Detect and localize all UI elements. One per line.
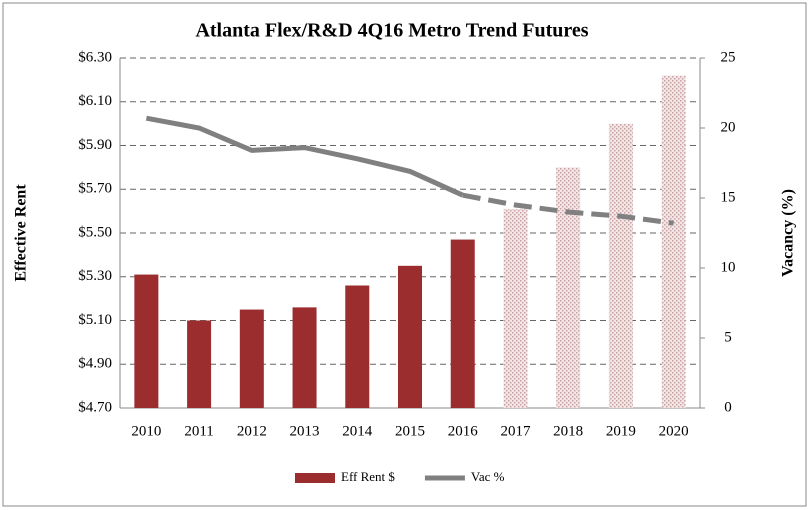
bar xyxy=(608,123,633,408)
bar xyxy=(134,274,159,408)
x-tick-label: 2019 xyxy=(606,423,636,439)
x-tick-label: 2012 xyxy=(237,423,267,439)
y-tick-label: $6.30 xyxy=(78,49,112,65)
y-tick-label: $5.70 xyxy=(78,181,112,197)
x-tick-label: 2016 xyxy=(448,423,479,439)
y-tick-label: $4.90 xyxy=(78,356,112,372)
bar xyxy=(661,75,686,408)
chart-title: Atlanta Flex/R&D 4Q16 Metro Trend Future… xyxy=(195,20,588,42)
x-tick-label: 2020 xyxy=(659,423,689,439)
x-tick-label: 2017 xyxy=(500,423,531,439)
y-tick-label: $6.10 xyxy=(78,93,112,109)
x-tick-label: 2014 xyxy=(342,423,373,439)
y2-tick-label: 25 xyxy=(721,49,736,65)
y2-axis-title: Vacancy (%) xyxy=(780,189,797,277)
legend-swatch xyxy=(295,473,335,483)
y2-tick-label: 0 xyxy=(724,399,732,415)
y-tick-label: $5.10 xyxy=(78,312,112,328)
y-tick-label: $5.90 xyxy=(78,137,112,153)
bar xyxy=(556,167,581,408)
y-tick-label: $5.50 xyxy=(78,224,112,240)
bar xyxy=(450,239,475,408)
y2-tick-label: 15 xyxy=(721,189,736,205)
bar xyxy=(398,265,422,408)
legend-label: Vac % xyxy=(471,469,505,484)
vacancy-line xyxy=(145,115,464,198)
x-tick-label: 2015 xyxy=(395,423,425,439)
bar xyxy=(239,309,264,408)
legend-label: Eff Rent $ xyxy=(341,469,395,484)
bar xyxy=(187,320,212,408)
bar xyxy=(345,285,370,408)
x-tick-label: 2011 xyxy=(184,423,213,439)
y-tick-label: $4.70 xyxy=(78,399,112,415)
x-tick-label: 2013 xyxy=(290,423,320,439)
y2-tick-label: 20 xyxy=(721,119,736,135)
bar xyxy=(292,307,317,408)
y-tick-label: $5.30 xyxy=(78,268,112,284)
vacancy-line xyxy=(462,192,674,226)
bar xyxy=(503,208,528,408)
x-tick-label: 2010 xyxy=(131,423,161,439)
y2-tick-label: 10 xyxy=(721,259,736,275)
x-tick-label: 2018 xyxy=(553,423,583,439)
y2-tick-label: 5 xyxy=(724,329,732,345)
y-axis-title: Effective Rent xyxy=(13,184,30,282)
